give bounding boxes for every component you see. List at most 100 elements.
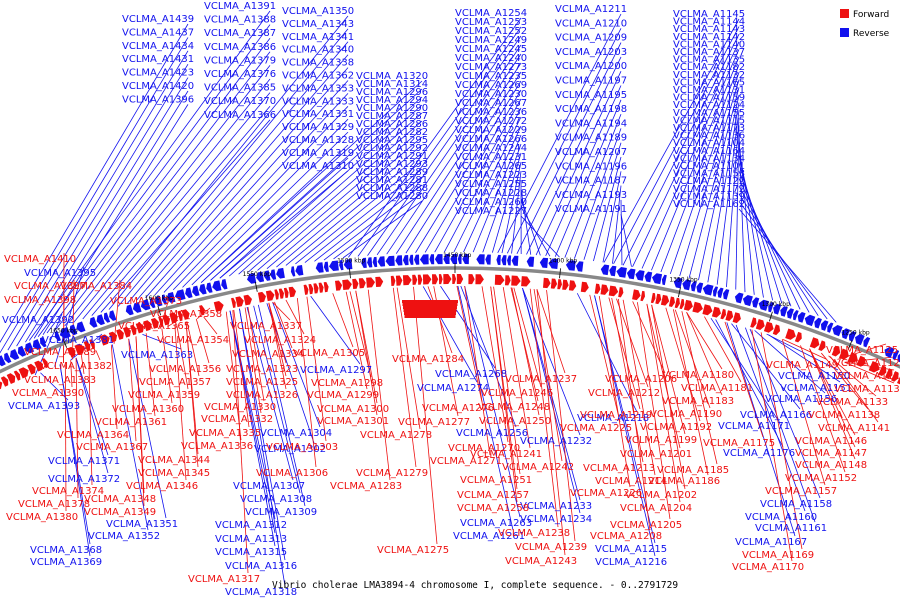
label-leader-line <box>598 296 631 488</box>
label-leader-line <box>75 357 79 499</box>
reverse-gene-arrow <box>511 255 519 266</box>
reverse-gene-arrow <box>496 254 501 265</box>
forward-gene-label: VCLMA_A1410 <box>4 254 76 265</box>
forward-gene-arrow <box>89 339 95 350</box>
label-leader-line <box>511 170 522 254</box>
forward-gene-arrow <box>34 360 44 372</box>
label-leader-line <box>533 288 563 462</box>
reverse-gene-label: VCLMA_A1366 <box>204 110 276 121</box>
forward-gene-arrow <box>839 348 849 360</box>
reverse-gene-arrow <box>343 259 353 270</box>
reverse-gene-label: VCLMA_A1234 <box>520 514 592 525</box>
label-leader-line <box>646 303 681 449</box>
reverse-gene-arrow <box>797 312 806 323</box>
axis-tick <box>847 340 853 350</box>
forward-gene-arrow <box>342 279 352 290</box>
forward-gene-label: VCLMA_A1346 <box>126 481 198 492</box>
label-leader-line <box>37 24 271 337</box>
reverse-gene-label: VCLMA_A1381 <box>42 335 114 346</box>
forward-gene-label: VCLMA_A1275 <box>377 545 449 556</box>
reverse-gene-arrow <box>323 261 329 272</box>
reverse-gene-arrow <box>485 254 491 265</box>
label-leader-line <box>738 163 783 304</box>
axis-tick <box>559 268 561 279</box>
reverse-gene-label: VCLMA_A1122 <box>673 176 745 187</box>
forward-gene-arrow <box>511 275 521 286</box>
axis-tick-label: 1450 kbp <box>443 252 471 259</box>
label-leader-line <box>608 297 641 410</box>
label-leader-line <box>304 168 423 263</box>
reverse-gene-arrow <box>395 255 403 266</box>
reverse-gene-label: VCLMA_A1368 <box>30 545 102 556</box>
forward-gene-arrow <box>720 308 726 320</box>
axis-tick-label: 1250 kbp <box>841 330 869 337</box>
reverse-gene-label: VCLMA_A1223 <box>455 170 527 181</box>
reverse-gene-arrow <box>104 312 111 323</box>
forward-gene-label: VCLMA_A1330 <box>204 402 276 413</box>
reverse-gene-arrow <box>174 289 186 301</box>
reverse-gene-arrow <box>372 256 378 268</box>
forward-gene-label: VCLMA_A1278 <box>360 430 432 441</box>
forward-gene-label: VCLMA_A1332 <box>201 414 273 425</box>
reverse-gene-label: VCLMA_A1193 <box>555 190 627 201</box>
forward-gene-label: VCLMA_A1157 <box>765 486 837 497</box>
label-leader-line <box>768 334 841 383</box>
label-leader-line <box>191 131 349 286</box>
label-leader-line <box>367 35 522 256</box>
label-leader-line <box>617 298 651 531</box>
label-leader-line <box>482 143 522 253</box>
reverse-gene-arrow <box>149 297 156 309</box>
reverse-gene-arrow <box>429 254 435 265</box>
forward-gene-arrow <box>0 381 3 390</box>
reverse-gene-label: VCLMA_A1228 <box>455 188 527 199</box>
reverse-gene-label: VCLMA_A1331 <box>282 109 354 120</box>
forward-gene-label: VCLMA_A1270 <box>448 443 520 454</box>
label-leader-line <box>704 316 742 383</box>
forward-gene-label: VCLMA_A1382 <box>40 361 112 372</box>
label-leader-line <box>686 312 723 396</box>
reverse-gene-label: VCLMA_A1297 <box>300 365 372 376</box>
reverse-gene-label: VCLMA_A1371 <box>48 456 120 467</box>
reverse-gene-label: VCLMA_A1134 <box>673 153 745 164</box>
label-leader-line <box>493 286 521 475</box>
reverse-gene-label: VCLMA_A1315 <box>215 547 287 558</box>
reverse-gene-label: VCLMA_A1391 <box>204 1 276 12</box>
reverse-gene-arrow <box>565 260 576 271</box>
forward-gene-label: VCLMA_A1361 <box>95 417 167 428</box>
reverse-gene-label: VCLMA_A1353 <box>282 83 354 94</box>
label-leader-line <box>651 304 686 435</box>
reverse-gene-label: VCLMA_A1150 <box>778 371 850 382</box>
label-leader-line <box>463 125 522 253</box>
forward-gene-label: VCLMA_A1190 <box>650 409 722 420</box>
reverse-gene-label: VCLMA_A1164 <box>673 146 745 157</box>
reverse-gene-arrow <box>185 287 193 299</box>
reverse-gene-label: VCLMA_A1189 <box>555 133 627 144</box>
reverse-gene-label: VCLMA_A1288 <box>356 183 428 194</box>
label-leader-line <box>268 302 287 377</box>
forward-gene-arrow <box>494 274 505 285</box>
reverse-gene-label: VCLMA_A1172 <box>673 184 745 195</box>
forward-gene-arrow <box>818 340 826 351</box>
label-leader-line <box>800 345 846 473</box>
forward-gene-arrow <box>278 288 284 299</box>
reverse-gene-label: VCLMA_A1182 <box>673 62 745 73</box>
label-leader-line <box>603 18 740 263</box>
label-leader-line <box>75 357 109 456</box>
label-leader-line <box>646 303 681 503</box>
reverse-gene-label: VCLMA_A1272 <box>455 116 527 127</box>
reverse-gene-label: VCLMA_A1245 <box>455 44 527 55</box>
reverse-gene-label: VCLMA_A1260 <box>455 197 527 208</box>
label-leader-line <box>710 317 779 421</box>
label-leader-line <box>809 348 856 448</box>
forward-gene-label: VCLMA_A1279 <box>356 468 428 479</box>
reverse-gene-arrow <box>713 286 718 297</box>
forward-gene-label: VCLMA_A1360 <box>112 404 184 415</box>
forward-gene-arrow <box>366 277 375 288</box>
forward-gene-label: VCLMA_A1241 <box>470 449 542 460</box>
forward-gene-arrow <box>456 274 464 284</box>
label-leader-line <box>760 332 803 550</box>
reverse-gene-label: VCLMA_A1256 <box>456 428 528 439</box>
reverse-gene-label: VCLMA_A1385 <box>204 83 276 94</box>
label-leader-line <box>128 338 167 519</box>
forward-gene-label: VCLMA_A1225 <box>560 423 632 434</box>
